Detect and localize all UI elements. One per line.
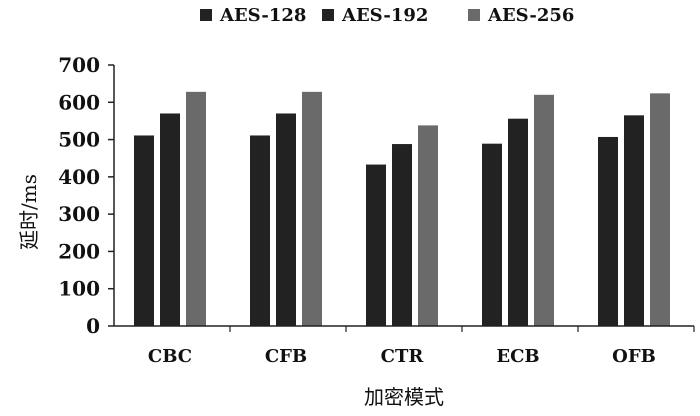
y-tick-label: 400 [58, 165, 100, 189]
legend-swatch [322, 9, 334, 21]
y-tick-label: 100 [58, 277, 100, 301]
bar-ctr-aes-192 [392, 144, 412, 326]
bar-cfb-aes-192 [276, 113, 296, 326]
y-tick-label: 200 [58, 239, 100, 263]
y-tick-label: 500 [58, 128, 100, 152]
y-tick-label: 0 [86, 314, 100, 338]
y-tick-label: 300 [58, 202, 100, 226]
x-category-label: OFB [612, 346, 656, 367]
x-axis-categories: CBC CFB CTR ECB OFB [148, 326, 695, 367]
bar-cfb-aes-256 [302, 91, 322, 327]
bar-ctr-aes-128 [366, 164, 386, 326]
bar-ofb-aes-256 [650, 93, 670, 326]
bars [134, 91, 670, 327]
y-axis-title: 延时/ms [17, 174, 41, 250]
bar-cbc-aes-192 [160, 113, 180, 326]
y-axis-ticks: 0 100 200 300 400 500 600 700 [58, 53, 114, 338]
x-axis-title: 加密模式 [364, 385, 444, 409]
bar-ecb-aes-192 [508, 118, 528, 326]
bar-cbc-aes-128 [134, 135, 154, 326]
legend-label: AES-192 [341, 5, 428, 26]
legend: AES-128 AES-192 AES-256 [200, 5, 574, 26]
bar-ecb-aes-128 [482, 143, 502, 326]
bar-ctr-aes-256 [418, 125, 438, 326]
x-category-label: CFB [265, 346, 307, 367]
legend-label: AES-256 [487, 5, 574, 26]
bar-ofb-aes-128 [598, 136, 618, 326]
legend-swatch [468, 9, 480, 21]
bar-ecb-aes-256 [534, 94, 554, 326]
x-category-label: ECB [496, 346, 539, 367]
bar-cfb-aes-128 [250, 135, 270, 326]
legend-label: AES-128 [219, 5, 306, 26]
legend-swatch [200, 9, 212, 21]
y-tick-label: 600 [58, 90, 100, 114]
x-category-label: CTR [381, 346, 425, 367]
bar-ofb-aes-192 [624, 115, 644, 326]
x-category-label: CBC [148, 346, 192, 367]
y-tick-label: 700 [58, 53, 100, 77]
bar-cbc-aes-256 [186, 91, 206, 327]
